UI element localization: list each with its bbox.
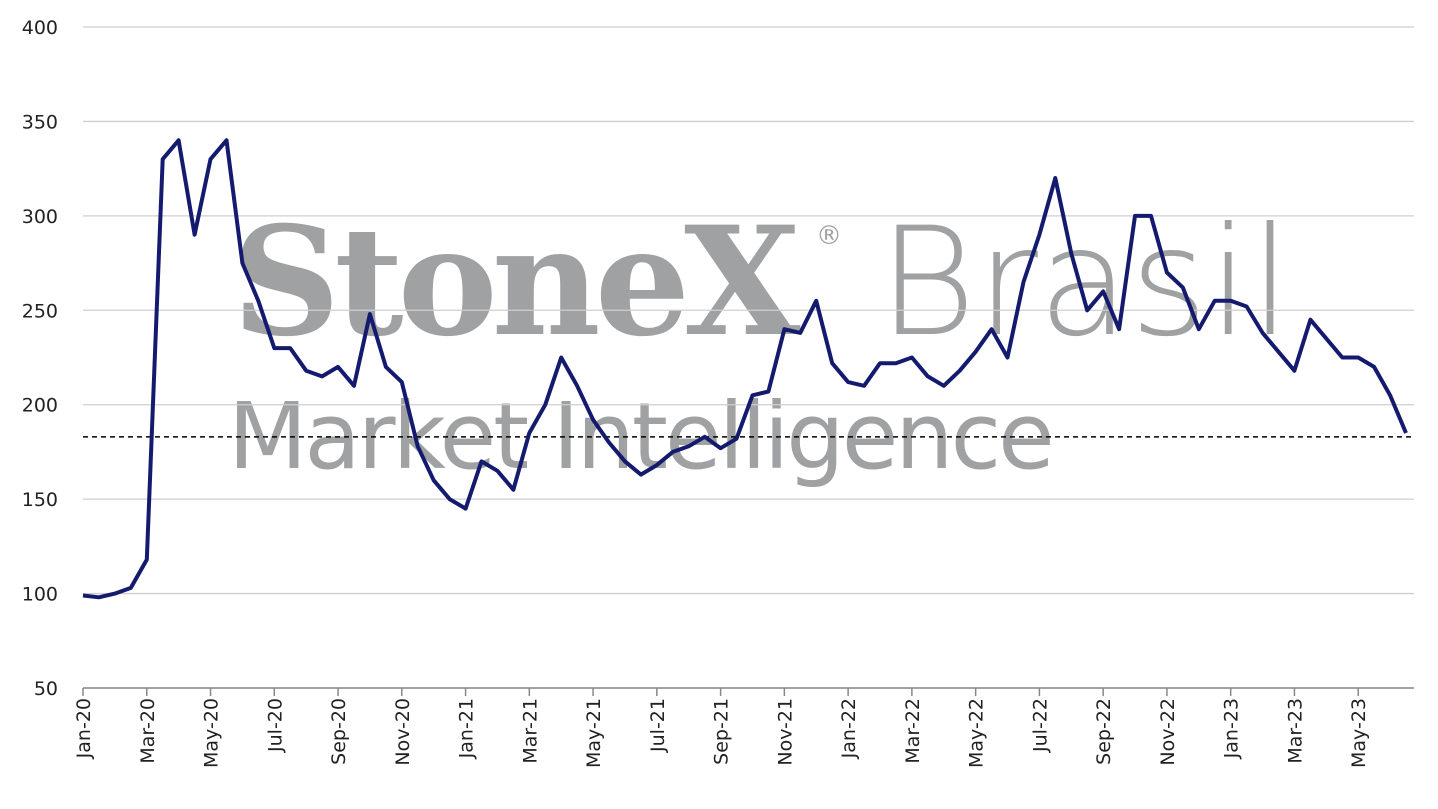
x-tick-label: May-22 bbox=[966, 698, 988, 768]
y-tick-label: 350 bbox=[22, 111, 58, 133]
x-tick-label: Sep-20 bbox=[328, 698, 350, 765]
x-tick-label: Nov-20 bbox=[392, 698, 414, 766]
x-tick-label: May-20 bbox=[201, 698, 223, 768]
x-tick-label: Mar-23 bbox=[1284, 698, 1306, 764]
watermark-brand: StoneX bbox=[232, 194, 801, 370]
y-tick-label: 100 bbox=[22, 584, 58, 606]
x-tick-label: Jul-20 bbox=[264, 698, 286, 753]
x-tick-label: Jan-22 bbox=[838, 698, 860, 759]
x-tick-label: Mar-21 bbox=[519, 698, 541, 764]
x-tick-label: Sep-21 bbox=[711, 698, 733, 765]
x-tick-label: Sep-22 bbox=[1093, 698, 1115, 765]
x-tick-label: Jan-23 bbox=[1221, 698, 1243, 759]
y-tick-label: 150 bbox=[22, 489, 58, 511]
watermark-region: Brasil bbox=[878, 196, 1291, 370]
data-line bbox=[82, 138, 1408, 600]
watermark: StoneX ® Brasil Market Intelligence bbox=[228, 194, 1291, 490]
x-tick-label: Jul-21 bbox=[647, 698, 669, 753]
y-tick-label: 250 bbox=[22, 300, 58, 322]
x-tick-label: Jan-20 bbox=[73, 698, 95, 759]
x-tick-label: Mar-20 bbox=[137, 698, 159, 764]
x-tick-label: Nov-22 bbox=[1157, 698, 1179, 766]
x-tick-label: Jan-21 bbox=[456, 698, 478, 759]
x-tick-label: May-21 bbox=[583, 698, 605, 768]
y-tick-label: 200 bbox=[22, 395, 58, 417]
x-tick-label: May-23 bbox=[1348, 698, 1370, 768]
y-tick-label: 50 bbox=[34, 678, 58, 700]
x-tick-label: Mar-22 bbox=[902, 698, 924, 764]
y-tick-label: 400 bbox=[22, 17, 58, 39]
x-tick-label: Nov-21 bbox=[774, 698, 796, 766]
y-tick-label: 300 bbox=[22, 206, 58, 228]
x-tick-label: Jul-22 bbox=[1029, 698, 1051, 753]
watermark-mark: ® bbox=[816, 221, 842, 251]
